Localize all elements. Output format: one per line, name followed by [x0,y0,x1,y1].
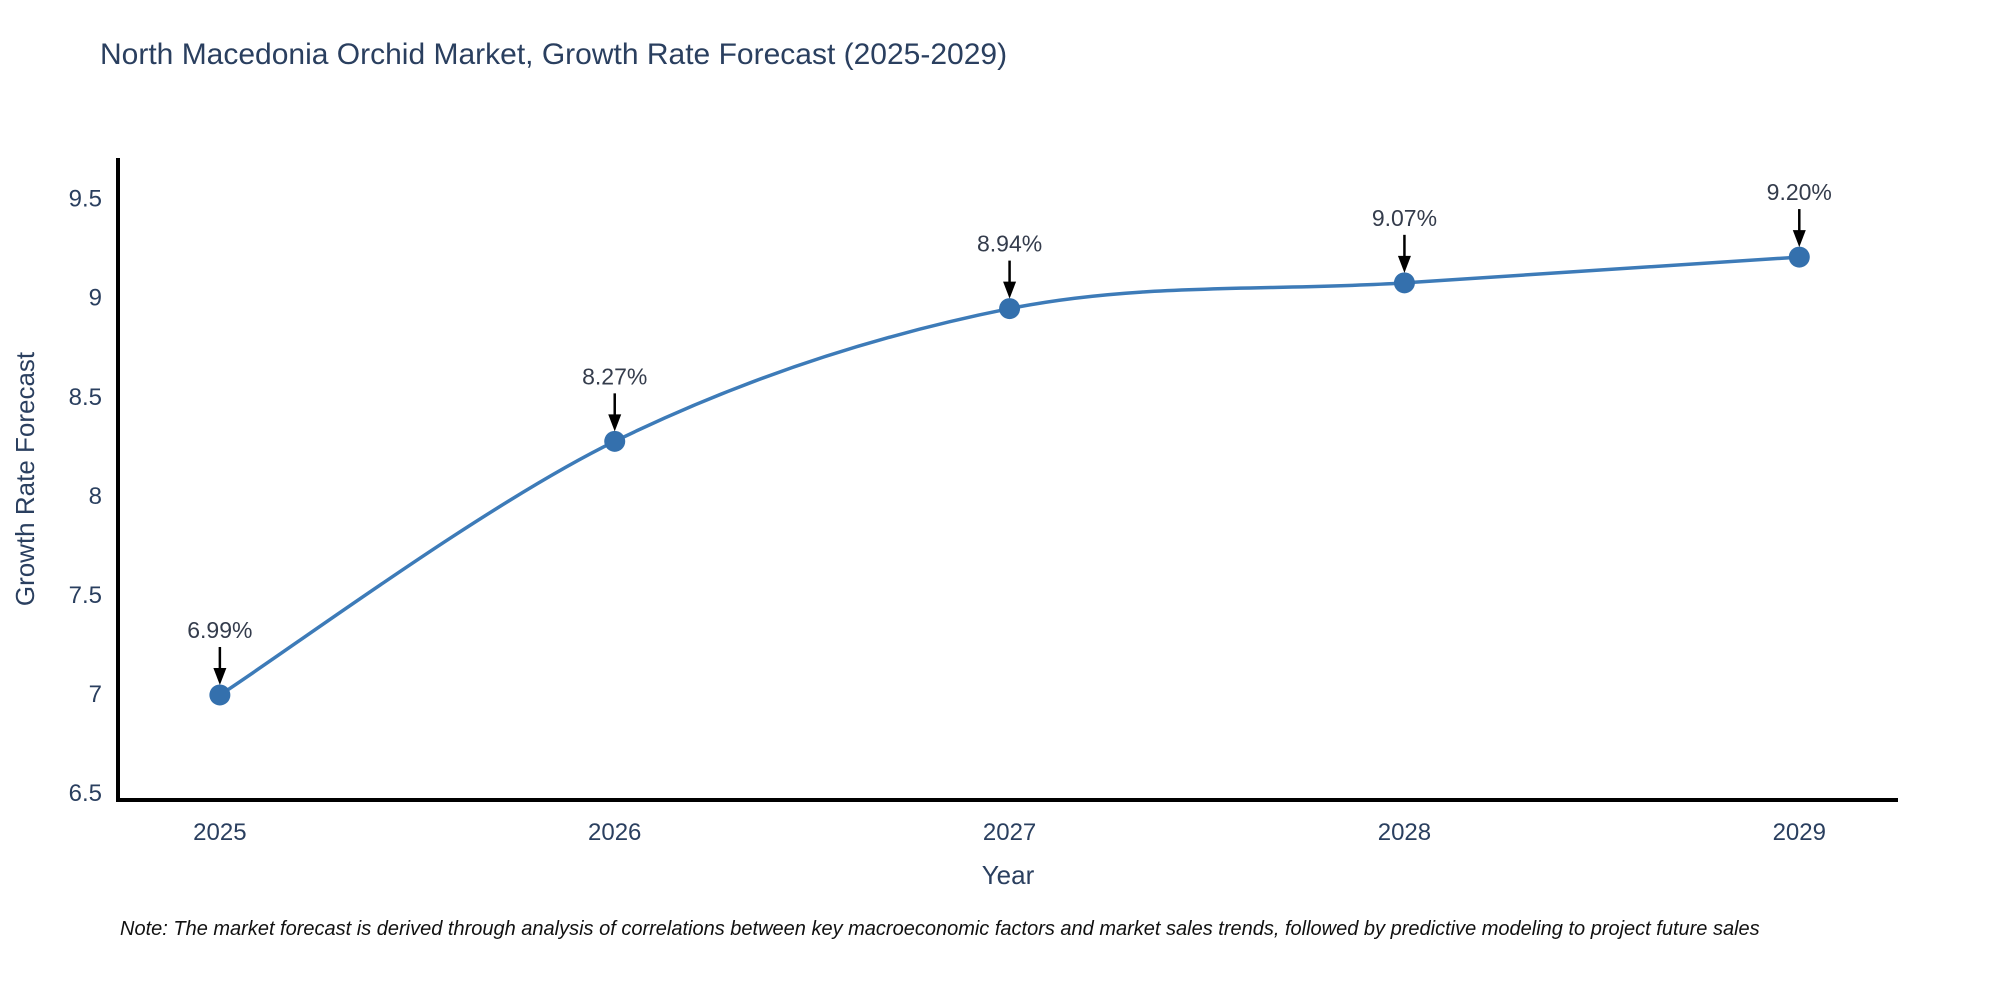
point-label-2029: 9.20% [1767,179,1832,205]
annotation-arrowhead [608,414,622,432]
x-tick-label: 2027 [983,819,1036,846]
x-tick-label: 2029 [1773,819,1826,846]
y-tick-label: 8 [89,483,102,510]
annotation-arrowhead [1397,255,1411,273]
data-point-2025[interactable] [209,684,231,706]
y-axis-title: Growth Rate Forecast [10,351,40,606]
point-label-2025: 6.99% [187,617,252,643]
point-label-2028: 9.07% [1372,205,1437,231]
annotation-arrowhead [1792,230,1806,248]
annotation-arrowhead [213,667,227,685]
data-point-2029[interactable] [1788,246,1810,268]
data-point-2027[interactable] [999,298,1021,320]
y-tick-label: 8.5 [69,384,102,411]
point-label-2026: 8.27% [582,363,647,389]
axis-lines [116,158,1898,802]
y-tick-label: 9.5 [69,186,102,213]
y-tick-label: 7 [89,681,102,708]
chart-title: North Macedonia Orchid Market, Growth Ra… [100,38,1008,71]
data-point-2026[interactable] [604,430,626,452]
point-label-2027: 8.94% [977,231,1042,257]
annotation-arrowhead [1003,281,1017,299]
x-tick-label: 2026 [588,819,641,846]
x-tick-label: 2025 [193,819,246,846]
footnote: Note: The market forecast is derived thr… [120,918,1760,940]
y-tick-label: 7.5 [69,582,102,609]
forecast-line [218,255,1802,697]
data-point-2028[interactable] [1393,272,1415,294]
x-tick-label: 2028 [1378,819,1431,846]
x-axis-title: Year [982,860,1035,890]
y-tick-label: 9 [89,285,102,312]
y-tick-label: 6.5 [69,780,102,807]
